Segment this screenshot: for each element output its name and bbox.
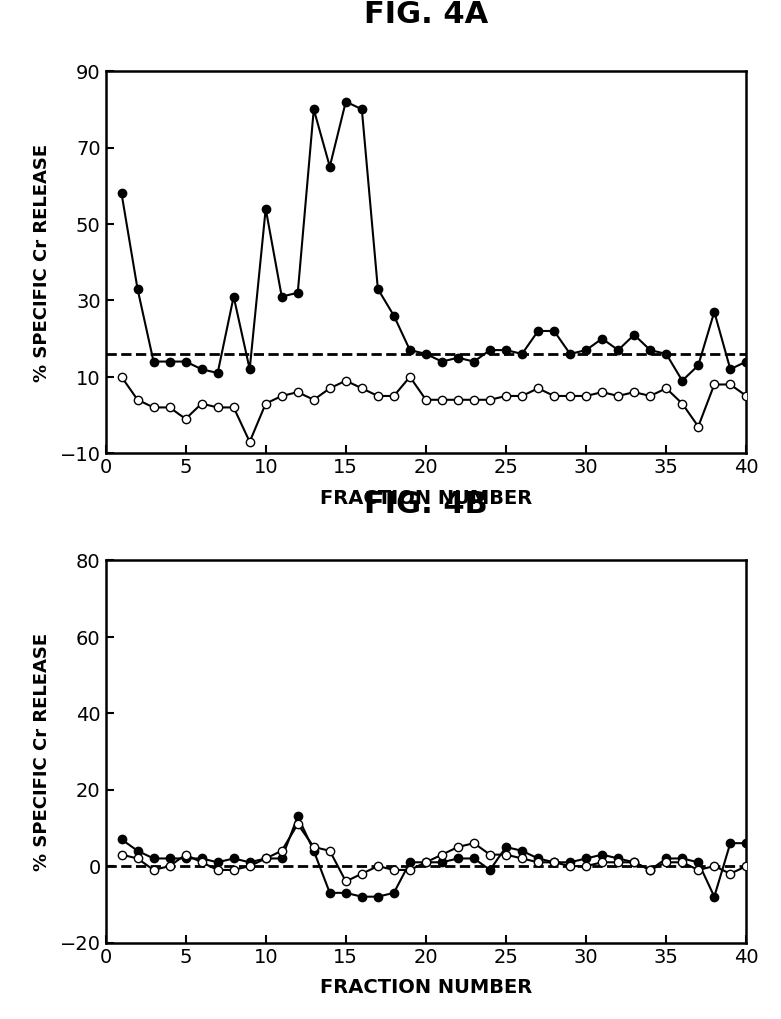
- Text: FIG. 4A: FIG. 4A: [364, 0, 487, 30]
- Text: FIG. 4B: FIG. 4B: [364, 489, 487, 519]
- X-axis label: FRACTION NUMBER: FRACTION NUMBER: [319, 977, 532, 997]
- X-axis label: FRACTION NUMBER: FRACTION NUMBER: [319, 488, 532, 507]
- Y-axis label: % SPECIFIC Cr RELEASE: % SPECIFIC Cr RELEASE: [34, 633, 52, 870]
- Y-axis label: % SPECIFIC Cr RELEASE: % SPECIFIC Cr RELEASE: [34, 144, 52, 381]
